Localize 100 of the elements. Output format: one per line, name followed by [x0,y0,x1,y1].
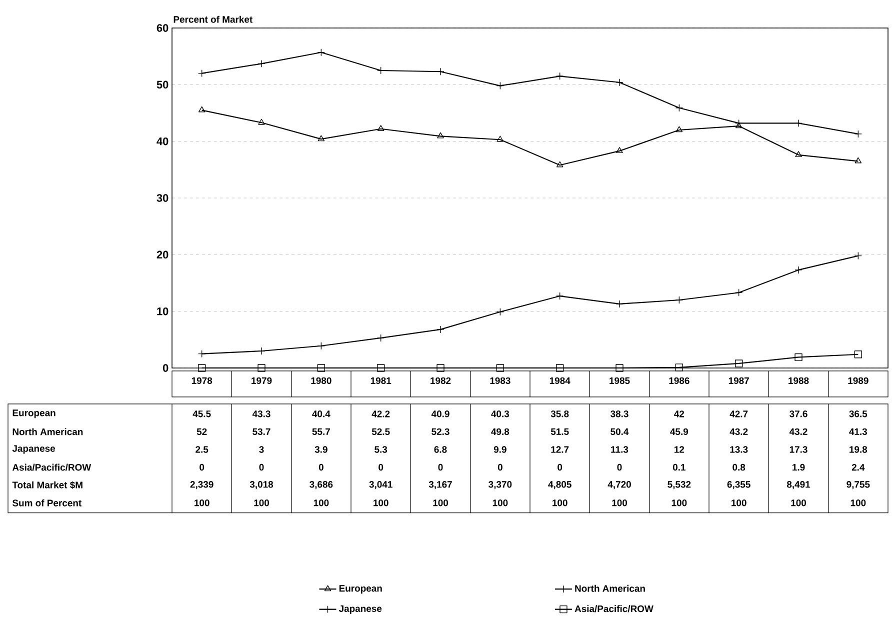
text: 100 [492,500,508,506]
point [496,136,504,142]
data-label: 9.9 [494,446,506,453]
point [436,364,444,372]
x-tick-label: 1984 [550,377,570,384]
data-label: 52 [196,428,207,436]
data-label: 13.3 [730,446,748,453]
point [675,364,684,372]
text: North American [12,428,83,436]
text: 2,339 [190,481,214,490]
data-label: 0.8 [732,464,746,471]
point [676,126,683,132]
data-label: 11.3 [611,446,628,453]
point [258,364,266,372]
legend-label: European [339,585,382,594]
point [616,364,624,372]
data-label: 51.5 [550,428,569,435]
y-tick-label: 50 [156,80,168,89]
text: 8,491 [786,481,810,490]
text: 100 [732,500,746,506]
text: Japanese [12,445,56,454]
x-tick-label: 1979 [252,377,272,384]
data-label: 53.7 [252,428,270,436]
text: 100 [850,500,866,506]
text: European [12,410,56,418]
data-label: 42 [674,410,684,418]
text: 4,720 [608,481,631,490]
point [317,364,326,372]
data-label: 2.4 [852,464,865,471]
y-tick-label: 60 [156,24,168,32]
point [258,118,265,125]
x-tick-label: 1983 [490,377,510,384]
data-label: 43.2 [730,428,748,436]
data-label: 41.3 [849,428,868,436]
data-label: 0 [498,464,502,471]
text: 6,355 [727,481,750,490]
point [556,161,564,168]
point [616,147,623,154]
text: 3,018 [250,481,274,490]
point [318,135,325,142]
x-tick-label: 1987 [728,377,749,384]
data-label: 35.8 [550,410,569,418]
point [496,364,504,372]
data-label: 6.8 [434,446,447,453]
text: 3,686 [310,481,333,490]
data-label: 37.6 [790,410,808,418]
text: 100 [433,500,448,506]
data-label: 0 [438,464,443,471]
data-label: 45.5 [192,410,211,418]
point [794,353,802,362]
x-tick-label: 1988 [788,377,809,384]
text: 100 [791,500,806,506]
text: 100 [314,500,329,506]
data-label: 40.9 [431,410,450,418]
data-label: 43.2 [789,428,808,436]
x-tick-label: 1985 [610,377,630,384]
data-label: 3 [259,446,264,453]
text: 5,532 [668,481,691,490]
y-tick-label: 0 [163,364,168,372]
data-label: 49.8 [491,428,510,436]
text: 3,370 [488,481,512,490]
text: 4,805 [548,481,572,490]
x-tick-label: 1978 [192,377,212,384]
data-label: 52.3 [432,428,450,436]
data-label: 1.9 [792,464,805,471]
data-label: 0 [558,464,562,471]
point [854,350,862,358]
point [795,151,802,158]
data-label: 0 [617,464,622,471]
text: 3,041 [369,481,392,490]
point [854,157,862,164]
data-label: 42.2 [372,410,390,418]
data-label: 3.9 [314,446,328,453]
x-tick-label: 1986 [669,377,690,384]
point [377,364,385,372]
point [198,106,206,112]
x-tick-label: 1982 [430,377,451,384]
text: Total Market $M [12,481,82,489]
data-label: 0 [259,464,264,471]
y-tick-label: 20 [156,250,168,259]
text: Asia/Pacific/ROW [12,464,92,471]
data-label: 50.4 [610,428,629,436]
point [735,122,742,128]
x-tick-label: 1980 [311,377,332,384]
data-label: 17.3 [790,446,808,453]
data-label: 38.3 [610,410,628,418]
point [556,364,564,372]
text: 100 [374,500,388,506]
data-label: 40.4 [312,410,330,418]
text: 100 [552,500,568,506]
point [437,132,444,138]
text: 9,755 [846,481,870,490]
data-label: 0.1 [672,464,686,471]
y-tick-label: 40 [156,137,168,146]
point [735,360,743,368]
data-label: 12.7 [551,446,569,453]
legend-label: North American [575,584,645,592]
y-tick-label: 10 [157,307,168,316]
data-label: 40.3 [491,410,510,418]
data-label: 12 [674,446,684,453]
